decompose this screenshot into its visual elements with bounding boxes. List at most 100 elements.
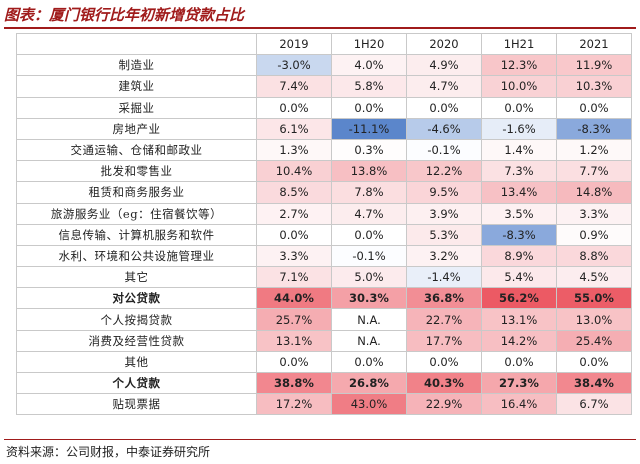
value-cell: 4.7% bbox=[406, 75, 482, 98]
value-cell: -0.1% bbox=[406, 138, 482, 162]
source-rule bbox=[4, 439, 636, 440]
row-label: 租赁和商务服务业 bbox=[16, 181, 257, 204]
value-cell: 10.4% bbox=[256, 160, 332, 183]
value-cell: 36.8% bbox=[406, 287, 482, 310]
value-cell: 30.3% bbox=[331, 287, 407, 310]
value-cell: 27.3% bbox=[481, 371, 557, 395]
table-row: 信息传输、计算机服务和软件 0.0% 0.0% 5.3% -8.3% 0.9% bbox=[16, 223, 632, 246]
column-header: 1H20 bbox=[331, 32, 407, 56]
value-cell: 7.7% bbox=[556, 160, 632, 183]
table-row: 交通运输、仓储和邮政业 1.3% 0.3% -0.1% 1.4% 1.2% bbox=[16, 138, 632, 162]
value-cell: 25.4% bbox=[556, 329, 632, 352]
row-label: 交通运输、仓储和邮政业 bbox=[16, 138, 257, 162]
value-cell: 44.0% bbox=[256, 287, 332, 310]
column-header: 2020 bbox=[406, 32, 482, 56]
value-cell: 9.5% bbox=[406, 181, 482, 204]
column-header: 2021 bbox=[556, 32, 632, 56]
value-cell: 0.0% bbox=[481, 350, 557, 374]
column-header: 1H21 bbox=[481, 32, 557, 56]
value-cell: 4.5% bbox=[556, 266, 632, 289]
row-label: 水利、环境和公共设施管理业 bbox=[16, 244, 257, 268]
value-cell: 10.3% bbox=[556, 75, 632, 98]
table-body: 制造业 -3.0% 4.0% 4.9% 12.3% 11.9% 建筑业 7.4% 5.8% 4.7… bbox=[16, 54, 632, 416]
value-cell: 5.3% bbox=[406, 223, 482, 246]
value-cell: 0.0% bbox=[406, 96, 482, 119]
value-cell: 0.0% bbox=[256, 350, 332, 374]
table-row: 其它 7.1% 5.0% -1.4% 5.4% 4.5% bbox=[16, 266, 632, 289]
value-cell: 0.0% bbox=[331, 223, 407, 246]
value-cell: -11.1% bbox=[331, 117, 407, 140]
value-cell: 8.8% bbox=[556, 244, 632, 268]
value-cell: 8.9% bbox=[481, 244, 557, 268]
table-row: 个人贷款 38.8% 26.8% 40.3% 27.3% 38.4% bbox=[16, 371, 632, 395]
row-label: 贴现票据 bbox=[16, 393, 257, 416]
value-cell: -3.0% bbox=[256, 54, 332, 77]
row-label: 旅游服务业（eg：住宿餐饮等） bbox=[16, 202, 257, 225]
value-cell: 3.5% bbox=[481, 202, 557, 225]
value-cell: N.A. bbox=[331, 329, 407, 352]
value-cell: 1.2% bbox=[556, 138, 632, 162]
value-cell: 0.3% bbox=[331, 138, 407, 162]
value-cell: 25.7% bbox=[256, 308, 332, 331]
loan-share-table: 2019 1H20 2020 1H21 2021 制造业 -3.0% 4.0% 4.9… bbox=[16, 32, 632, 416]
value-cell: -1.4% bbox=[406, 266, 482, 289]
table-row: 制造业 -3.0% 4.0% 4.9% 12.3% 11.9% bbox=[16, 54, 632, 77]
row-label: 制造业 bbox=[16, 54, 257, 77]
value-cell: 55.0% bbox=[556, 287, 632, 310]
value-cell: 6.7% bbox=[556, 393, 632, 416]
value-cell: 4.7% bbox=[331, 202, 407, 225]
value-cell: 6.1% bbox=[256, 117, 332, 140]
value-cell: 13.0% bbox=[556, 308, 632, 331]
value-cell: 13.4% bbox=[481, 181, 557, 204]
table-row: 贴现票据 17.2% 43.0% 22.9% 16.4% 6.7% bbox=[16, 393, 632, 416]
row-label: 对公贷款 bbox=[16, 287, 257, 310]
value-cell: 43.0% bbox=[331, 393, 407, 416]
table-row: 房地产业 6.1% -11.1% -4.6% -1.6% -8.3% bbox=[16, 117, 632, 140]
value-cell: 17.2% bbox=[256, 393, 332, 416]
value-cell: -8.3% bbox=[481, 223, 557, 246]
value-cell: 0.0% bbox=[406, 350, 482, 374]
value-cell: -0.1% bbox=[331, 244, 407, 268]
value-cell: -1.6% bbox=[481, 117, 557, 140]
value-cell: 4.9% bbox=[406, 54, 482, 77]
header-row: 2019 1H20 2020 1H21 2021 bbox=[16, 32, 632, 56]
value-cell: 0.0% bbox=[556, 96, 632, 119]
row-label: 个人按揭贷款 bbox=[16, 308, 257, 331]
value-cell: 13.1% bbox=[256, 329, 332, 352]
table-row: 水利、环境和公共设施管理业 3.3% -0.1% 3.2% 8.9% 8.8% bbox=[16, 244, 632, 268]
row-label: 建筑业 bbox=[16, 75, 257, 98]
value-cell: 1.3% bbox=[256, 138, 332, 162]
value-cell: 1.4% bbox=[481, 138, 557, 162]
source-note: 资料来源：公司财报，中泰证券研究所 bbox=[6, 445, 211, 459]
value-cell: 2.7% bbox=[256, 202, 332, 225]
value-cell: 5.0% bbox=[331, 266, 407, 289]
value-cell: 56.2% bbox=[481, 287, 557, 310]
value-cell: 22.7% bbox=[406, 308, 482, 331]
value-cell: 38.8% bbox=[256, 371, 332, 395]
table-row: 租赁和商务服务业 8.5% 7.8% 9.5% 13.4% 14.8% bbox=[16, 181, 632, 204]
value-cell: 14.8% bbox=[556, 181, 632, 204]
row-label: 信息传输、计算机服务和软件 bbox=[16, 223, 257, 246]
value-cell: 3.3% bbox=[556, 202, 632, 225]
row-label: 批发和零售业 bbox=[16, 160, 257, 183]
value-cell: 3.9% bbox=[406, 202, 482, 225]
column-header: 2019 bbox=[256, 32, 332, 56]
value-cell: -8.3% bbox=[556, 117, 632, 140]
row-label: 其他 bbox=[16, 350, 257, 374]
value-cell: 3.2% bbox=[406, 244, 482, 268]
value-cell: 40.3% bbox=[406, 371, 482, 395]
header-corner bbox=[16, 32, 257, 56]
table-row: 旅游服务业（eg：住宿餐饮等） 2.7% 4.7% 3.9% 3.5% 3.3% bbox=[16, 202, 632, 225]
value-cell: 0.0% bbox=[256, 96, 332, 119]
value-cell: 7.8% bbox=[331, 181, 407, 204]
value-cell: 3.3% bbox=[256, 244, 332, 268]
value-cell: -4.6% bbox=[406, 117, 482, 140]
table-row: 个人按揭贷款 25.7% N.A. 22.7% 13.1% 13.0% bbox=[16, 308, 632, 331]
value-cell: 0.0% bbox=[556, 350, 632, 374]
value-cell: 5.4% bbox=[481, 266, 557, 289]
value-cell: 7.3% bbox=[481, 160, 557, 183]
row-label: 其它 bbox=[16, 266, 257, 289]
title-rule bbox=[4, 27, 636, 29]
value-cell: 26.8% bbox=[331, 371, 407, 395]
value-cell: 4.0% bbox=[331, 54, 407, 77]
